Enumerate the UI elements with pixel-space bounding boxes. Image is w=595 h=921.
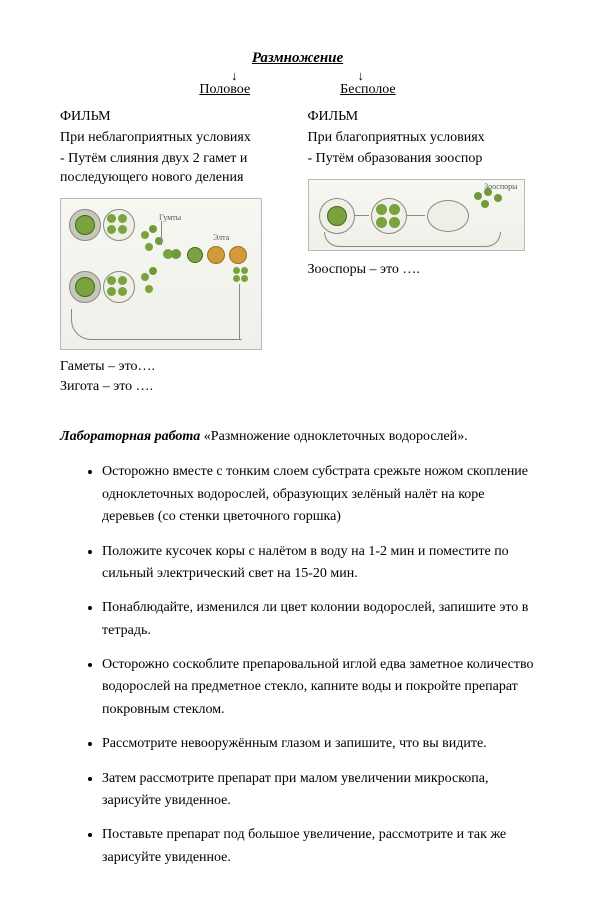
right-caption: Зооспоры – это ….: [308, 261, 536, 280]
branches-row: Половое Бесполое: [60, 82, 535, 98]
page: Размножение ↓ ↓ Половое Бесполое ФИЛЬМ П…: [0, 0, 595, 921]
diagram-left-label-zygote: Элта: [213, 233, 229, 242]
left-heading: ФИЛЬМ: [60, 108, 288, 127]
right-line1: При благоприятных условиях: [308, 129, 536, 148]
diagram-asexual: Зооспоры: [308, 179, 525, 251]
branch-right-label: Бесполое: [340, 82, 396, 98]
arrow-left-icon: ↓: [231, 69, 238, 82]
lab-item: Поставьте препарат под большое увеличени…: [102, 824, 535, 869]
lab-item: Осторожно вместе с тонким слоем субстрат…: [102, 461, 535, 528]
left-caption2: Зигота – это ….: [60, 378, 288, 397]
left-caption1: Гаметы – это….: [60, 358, 288, 377]
page-title: Размножение: [252, 50, 343, 66]
lab-item: Затем рассмотрите препарат при малом уве…: [102, 768, 535, 813]
lab-title: Лабораторная работа «Размножение однокле…: [60, 429, 535, 445]
lab-list: Осторожно вместе с тонким слоем субстрат…: [60, 461, 535, 869]
diagram-sexual: Гумты Элта: [60, 198, 262, 350]
lab-title-prefix: Лабораторная работа: [60, 429, 200, 444]
lab-item: Понаблюдайте, изменился ли цвет колонии …: [102, 597, 535, 642]
column-right: ФИЛЬМ При благоприятных условиях - Путём…: [308, 108, 536, 399]
left-line2: - Путём слияния двух 2 гамет и последующ…: [60, 150, 288, 188]
column-left: ФИЛЬМ При неблагоприятных условиях - Пут…: [60, 108, 288, 399]
columns: ФИЛЬМ При неблагоприятных условиях - Пут…: [60, 108, 535, 399]
left-line1: При неблагоприятных условиях: [60, 129, 288, 148]
diagram-right-label-zoospores: Зооспоры: [484, 182, 517, 191]
lab-item: Осторожно соскоблите препаровальной игло…: [102, 654, 535, 721]
title-block: Размножение ↓ ↓ Половое Бесполое: [60, 50, 535, 98]
lab-title-rest: «Размножение одноклеточных водорослей».: [200, 429, 467, 444]
lab-item: Положите кусочек коры с налётом в воду н…: [102, 541, 535, 586]
arrow-right-icon: ↓: [358, 69, 365, 82]
lab-item: Рассмотрите невооружённым глазом и запиш…: [102, 733, 535, 755]
branch-left-label: Половое: [199, 82, 250, 98]
right-line2: - Путём образования зооспор: [308, 150, 536, 169]
arrows-row: ↓ ↓: [60, 69, 535, 82]
right-heading: ФИЛЬМ: [308, 108, 536, 127]
